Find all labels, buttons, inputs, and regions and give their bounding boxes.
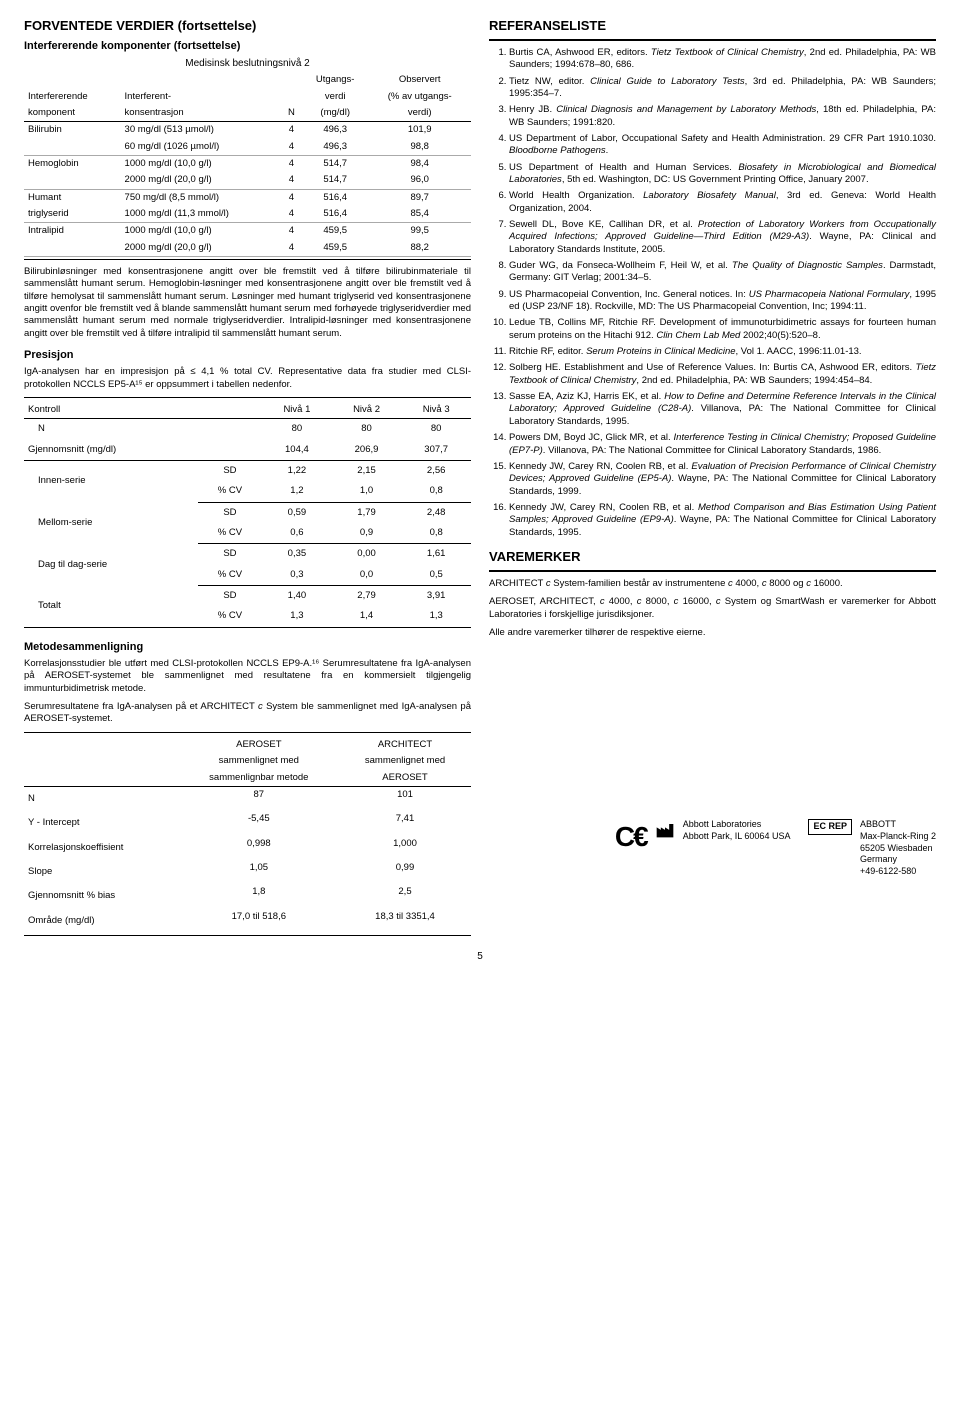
paragraph: Bilirubinløsninger med konsentrasjonene … xyxy=(24,266,471,340)
table-caption: Medisinsk beslutningsnivå 2 xyxy=(24,57,471,70)
table-row: triglyserid1000 mg/dl (11,3 mmol/l)4516,… xyxy=(24,206,471,223)
col-header: Observert xyxy=(368,72,471,88)
col-header: komponent xyxy=(24,105,121,122)
cell: 206,9 xyxy=(332,440,402,461)
col-header: verdi) xyxy=(368,105,471,122)
paragraph: IgA-analysen har en impresisjon på ≤ 4,1… xyxy=(24,366,471,391)
col-header: sammenlignet med xyxy=(339,753,471,769)
manufacturer-address: Abbott Park, IL 60064 USA xyxy=(683,831,791,843)
paragraph: Alle andre varemerker tilhører de respek… xyxy=(489,627,936,639)
col-header: AEROSET xyxy=(179,737,339,753)
ec-rep-icon: EC REP xyxy=(808,819,852,835)
col-header: konsentrasjon xyxy=(121,105,281,122)
manufacturer-icon xyxy=(655,819,675,839)
rep-address: Germany xyxy=(860,854,936,866)
reference-item: Henry JB. Clinical Diagnosis and Managem… xyxy=(509,104,936,129)
reference-item: Ritchie RF, editor. Serum Proteins in Cl… xyxy=(509,346,936,358)
table-row: Slope1,050,99 xyxy=(24,860,471,884)
reference-item: US Department of Labor, Occupational Saf… xyxy=(509,133,936,158)
col-header: verdi xyxy=(302,89,368,105)
footer: C€ Abbott Laboratories Abbott Park, IL 6… xyxy=(489,819,936,877)
section-heading: REFERANSELISTE xyxy=(489,18,936,35)
col-header: AEROSET xyxy=(339,770,471,787)
row-label: Gjennomsnitt (mg/dl) xyxy=(24,440,262,461)
table-row: Område (mg/dl)17,0 til 518,618,3 til 335… xyxy=(24,909,471,933)
table-row: Intralipid1000 mg/dl (10,0 g/l)4459,599,… xyxy=(24,223,471,240)
table-row: Humant750 mg/dl (8,5 mmol/l)4516,489,7 xyxy=(24,189,471,206)
reference-item: Powers DM, Boyd JC, Glick MR, et al. Int… xyxy=(509,432,936,457)
rep-address: Max-Planck-Ring 2 xyxy=(860,831,936,843)
subsection-heading: Interfererende komponenter (fortsettelse… xyxy=(24,39,471,53)
col-header: N xyxy=(281,105,302,122)
table-row: Bilirubin30 mg/dl (513 µmol/l)4496,3101,… xyxy=(24,122,471,139)
reference-item: Kennedy JW, Carey RN, Coolen RB, et al. … xyxy=(509,502,936,539)
table-row: Hemoglobin1000 mg/dl (10,0 g/l)4514,798,… xyxy=(24,155,471,172)
table-row: 2000 mg/dl (20,0 g/l)4459,588,2 xyxy=(24,240,471,257)
table-row: 2000 mg/dl (20,0 g/l)4514,796,0 xyxy=(24,172,471,189)
reference-item: Kennedy JW, Carey RN, Coolen RB, et al. … xyxy=(509,461,936,498)
col-header: ARCHITECT xyxy=(339,737,471,753)
reference-item: Sewell DL, Bove KE, Callihan DR, et al. … xyxy=(509,219,936,256)
col-header: (% av utgangs- xyxy=(368,89,471,105)
reference-item: US Department of Health and Human Servic… xyxy=(509,162,936,187)
table-row: Gjennomsnitt % bias1,82,5 xyxy=(24,884,471,908)
table-row: Dag til dag-serieSD0,350,001,61 xyxy=(24,544,471,565)
rep-name: ABBOTT xyxy=(860,819,936,831)
manufacturer-name: Abbott Laboratories xyxy=(683,819,791,831)
reference-list: Burtis CA, Ashwood ER, editors. Tietz Te… xyxy=(489,47,936,539)
row-label: N xyxy=(24,419,262,440)
table-row: Y - Intercept-5,457,41 xyxy=(24,811,471,835)
col-header: sammenlignet med xyxy=(179,753,339,769)
reference-item: Solberg HE. Establishment and Use of Ref… xyxy=(509,362,936,387)
table-row: Innen-serieSD1,222,152,56 xyxy=(24,461,471,482)
page-number: 5 xyxy=(24,950,936,963)
method-comparison-table: AEROSET ARCHITECT sammenlignet med samme… xyxy=(24,737,471,933)
paragraph: AEROSET, ARCHITECT, c 4000, c 8000, c 16… xyxy=(489,596,936,621)
ce-mark-icon: C€ xyxy=(615,819,647,855)
reference-item: Tietz NW, editor. Clinical Guide to Labo… xyxy=(509,76,936,101)
interference-table: Utgangs- Observert Interfererende Interf… xyxy=(24,72,471,257)
col-header: Kontroll xyxy=(24,402,262,419)
reference-item: Burtis CA, Ashwood ER, editors. Tietz Te… xyxy=(509,47,936,72)
reference-item: World Health Organization. Laboratory Bi… xyxy=(509,190,936,215)
table-row: TotaltSD1,402,793,91 xyxy=(24,586,471,607)
col-header: Nivå 2 xyxy=(332,402,402,419)
section-heading: VAREMERKER xyxy=(489,549,936,566)
reference-item: US Pharmacopeial Convention, Inc. Genera… xyxy=(509,289,936,314)
paragraph: Korrelasjonsstudier ble utført med CLSI-… xyxy=(24,658,471,695)
reference-item: Guder WG, da Fonseca-Wollheim F, Heil W,… xyxy=(509,260,936,285)
reference-item: Sasse EA, Aziz KJ, Harris EK, et al. How… xyxy=(509,391,936,428)
paragraph: ARCHITECT c System-familien består av in… xyxy=(489,578,936,590)
cell: 307,7 xyxy=(401,440,471,461)
col-header: Utgangs- xyxy=(302,72,368,88)
col-header: Interfererende xyxy=(24,89,121,105)
precision-table: Kontroll Nivå 1 Nivå 2 Nivå 3 N 80 80 80… xyxy=(24,402,471,632)
cell: 80 xyxy=(332,419,402,440)
reference-item: Ledue TB, Collins MF, Ritchie RF. Develo… xyxy=(509,317,936,342)
table-row: Mellom-serieSD0,591,792,48 xyxy=(24,502,471,523)
col-header: Nivå 3 xyxy=(401,402,471,419)
cell: 104,4 xyxy=(262,440,332,461)
table-row: 60 mg/dl (1026 µmol/l)4496,398,8 xyxy=(24,139,471,156)
col-header: Interferent- xyxy=(121,89,281,105)
table-row: Korrelasjonskoeffisient0,9981,000 xyxy=(24,836,471,860)
cell: 80 xyxy=(401,419,471,440)
subsection-heading: Metodesammenligning xyxy=(24,640,471,654)
col-header: sammenlignbar metode xyxy=(179,770,339,787)
section-heading: FORVENTEDE VERDIER (fortsettelse) xyxy=(24,18,471,35)
col-header: (mg/dl) xyxy=(302,105,368,122)
cell: 80 xyxy=(262,419,332,440)
paragraph: Serumresultatene fra IgA-analysen på et … xyxy=(24,701,471,726)
table-row: N87101 xyxy=(24,786,471,811)
rep-phone: +49-6122-580 xyxy=(860,866,936,878)
subsection-heading: Presisjon xyxy=(24,348,471,362)
col-header: Nivå 1 xyxy=(262,402,332,419)
rep-address: 65205 Wiesbaden xyxy=(860,843,936,855)
